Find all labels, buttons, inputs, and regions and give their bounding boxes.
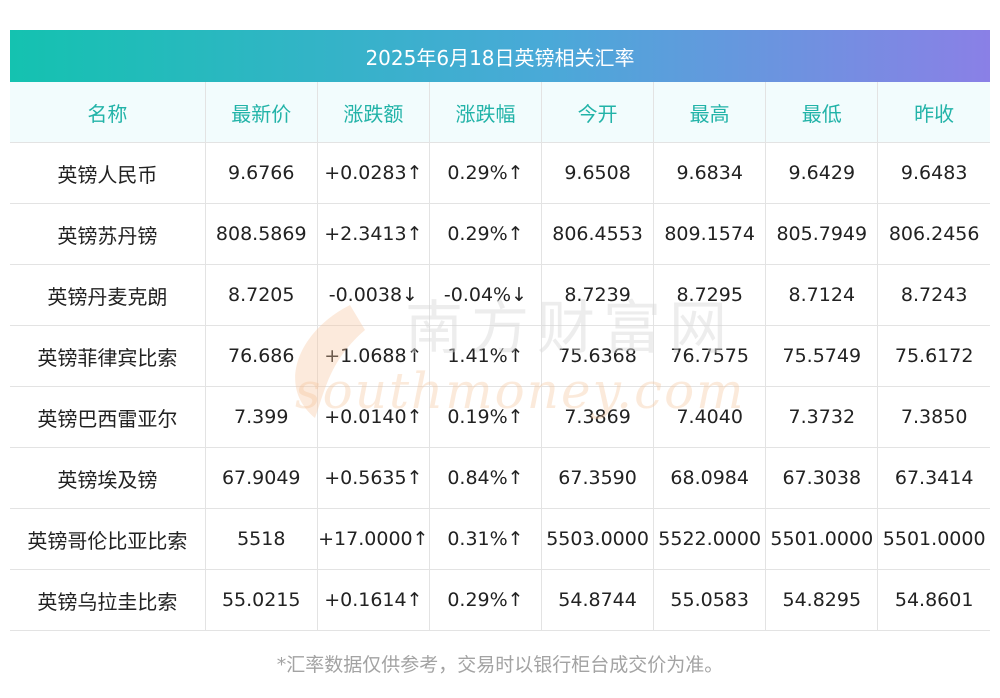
open-price-cell: 5503.0000 [541, 508, 654, 570]
prev-close-cell: 54.8601 [877, 569, 990, 631]
change-amount-cell: +0.5635↑ [316, 447, 430, 509]
low-price-cell: 67.3038 [765, 447, 878, 509]
open-price-cell: 75.6368 [541, 325, 654, 387]
prev-close-cell: 5501.0000 [877, 508, 990, 570]
high-price-cell: 76.7575 [653, 325, 766, 387]
latest-price-cell: 7.399 [204, 386, 318, 448]
open-price-cell: 7.3869 [541, 386, 654, 448]
column-header-high: 最高 [653, 82, 766, 143]
currency-name-cell: 英镑乌拉圭比索 [10, 569, 206, 631]
change-amount-cell: -0.0038↓ [316, 264, 430, 326]
open-price-cell: 9.6508 [541, 142, 654, 204]
page-title: 2025年6月18日英镑相关汇率 [10, 30, 990, 82]
currency-name-cell: 英镑巴西雷亚尔 [10, 386, 206, 448]
table-header-row: 名称 最新价 涨跌额 涨跌幅 今开 最高 最低 昨收 [10, 82, 990, 143]
exchange-rate-table: 名称 最新价 涨跌额 涨跌幅 今开 最高 最低 昨收 英镑人民币 9.6766 +0… [10, 82, 990, 631]
column-header-name: 名称 [10, 82, 206, 143]
prev-close-cell: 8.7243 [877, 264, 990, 326]
prev-close-cell: 7.3850 [877, 386, 990, 448]
latest-price-cell: 67.9049 [204, 447, 318, 509]
open-price-cell: 54.8744 [541, 569, 654, 631]
currency-name-cell: 英镑菲律宾比索 [10, 325, 206, 387]
change-amount-cell: +0.0140↑ [316, 386, 430, 448]
table-row: 英镑埃及镑 67.9049 +0.5635↑ 0.84%↑ 67.3590 68.0984… [10, 447, 990, 509]
change-amount-cell: +2.3413↑ [316, 203, 430, 265]
latest-price-cell: 8.7205 [204, 264, 318, 326]
change-percent-cell: 0.29%↑ [428, 142, 542, 204]
change-amount-cell: +17.0000↑ [316, 508, 430, 570]
latest-price-cell: 76.686 [204, 325, 318, 387]
currency-name-cell: 英镑埃及镑 [10, 447, 206, 509]
table-row: 英镑苏丹镑 808.5869 +2.3413↑ 0.29%↑ 806.4553 809.1… [10, 203, 990, 265]
high-price-cell: 9.6834 [653, 142, 766, 204]
latest-price-cell: 5518 [204, 508, 318, 570]
low-price-cell: 5501.0000 [765, 508, 878, 570]
high-price-cell: 55.0583 [653, 569, 766, 631]
prev-close-cell: 67.3414 [877, 447, 990, 509]
disclaimer-note: *汇率数据仅供参考，交易时以银行柜台成交价为准。 [276, 654, 724, 676]
change-amount-cell: +1.0688↑ [316, 325, 430, 387]
currency-name-cell: 英镑人民币 [10, 142, 206, 204]
column-header-open: 今开 [541, 82, 654, 143]
change-amount-cell: +0.1614↑ [316, 569, 430, 631]
low-price-cell: 54.8295 [765, 569, 878, 631]
table-row: 英镑乌拉圭比索 55.0215 +0.1614↑ 0.29%↑ 54.8744 55.05… [10, 569, 990, 631]
latest-price-cell: 55.0215 [204, 569, 318, 631]
column-header-change-percent: 涨跌幅 [428, 82, 542, 143]
low-price-cell: 805.7949 [765, 203, 878, 265]
high-price-cell: 5522.0000 [653, 508, 766, 570]
open-price-cell: 67.3590 [541, 447, 654, 509]
latest-price-cell: 808.5869 [204, 203, 318, 265]
currency-name-cell: 英镑丹麦克朗 [10, 264, 206, 326]
change-percent-cell: 0.31%↑ [428, 508, 542, 570]
low-price-cell: 7.3732 [765, 386, 878, 448]
change-percent-cell: -0.04%↓ [428, 264, 542, 326]
low-price-cell: 9.6429 [765, 142, 878, 204]
high-price-cell: 68.0984 [653, 447, 766, 509]
prev-close-cell: 9.6483 [877, 142, 990, 204]
change-percent-cell: 0.19%↑ [428, 386, 542, 448]
latest-price-cell: 9.6766 [204, 142, 318, 204]
currency-name-cell: 英镑苏丹镑 [10, 203, 206, 265]
prev-close-cell: 75.6172 [877, 325, 990, 387]
low-price-cell: 75.5749 [765, 325, 878, 387]
high-price-cell: 8.7295 [653, 264, 766, 326]
high-price-cell: 809.1574 [653, 203, 766, 265]
prev-close-cell: 806.2456 [877, 203, 990, 265]
currency-name-cell: 英镑哥伦比亚比索 [10, 508, 206, 570]
column-header-low: 最低 [765, 82, 878, 143]
table-row: 英镑人民币 9.6766 +0.0283↑ 0.29%↑ 9.6508 9.6834 9.6… [10, 142, 990, 204]
table-row: 英镑巴西雷亚尔 7.399 +0.0140↑ 0.19%↑ 7.3869 7.4040 7.… [10, 386, 990, 448]
table-row: 英镑菲律宾比索 76.686 +1.0688↑ 1.41%↑ 75.6368 76.757… [10, 325, 990, 387]
column-header-latest: 最新价 [204, 82, 318, 143]
low-price-cell: 8.7124 [765, 264, 878, 326]
column-header-prev-close: 昨收 [877, 82, 990, 143]
table-row: 英镑丹麦克朗 8.7205 -0.0038↓ -0.04%↓ 8.7239 8.7295 8… [10, 264, 990, 326]
open-price-cell: 8.7239 [541, 264, 654, 326]
change-percent-cell: 1.41%↑ [428, 325, 542, 387]
change-amount-cell: +0.0283↑ [316, 142, 430, 204]
table-row: 英镑哥伦比亚比索 5518 +17.0000↑ 0.31%↑ 5503.0000 5522… [10, 508, 990, 570]
change-percent-cell: 0.29%↑ [428, 203, 542, 265]
column-header-change: 涨跌额 [316, 82, 430, 143]
change-percent-cell: 0.84%↑ [428, 447, 542, 509]
open-price-cell: 806.4553 [541, 203, 654, 265]
high-price-cell: 7.4040 [653, 386, 766, 448]
change-percent-cell: 0.29%↑ [428, 569, 542, 631]
